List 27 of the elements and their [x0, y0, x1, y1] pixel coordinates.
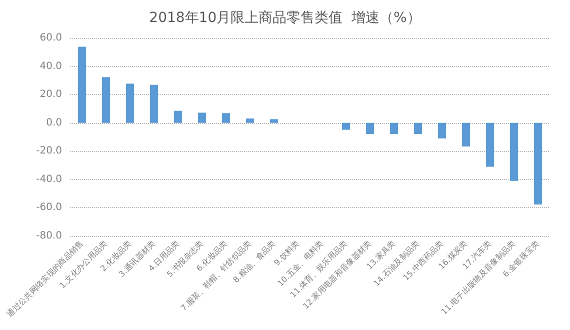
- y-tick-label: 40.0: [40, 60, 62, 72]
- y-tick-label: -20.0: [36, 146, 62, 157]
- y-tick-label: -80.0: [36, 230, 62, 242]
- bar: [342, 122, 350, 130]
- bar: [150, 84, 158, 123]
- bar: [366, 122, 374, 134]
- bar: [102, 77, 110, 123]
- bar: [462, 122, 470, 146]
- bar: [78, 46, 86, 123]
- bar: [534, 122, 542, 204]
- bar: [174, 110, 182, 123]
- y-tick-label: 0.0: [46, 117, 62, 128]
- bar: [390, 122, 398, 134]
- y-tick-label: 60.0: [40, 32, 62, 44]
- y-tick-label: 20.0: [40, 89, 62, 100]
- bar: [198, 112, 206, 123]
- bar: [414, 122, 422, 134]
- chart-title: 2018年10月限上商品零售类值 增速（%）: [149, 10, 421, 26]
- bar: [222, 113, 230, 123]
- bar: [438, 122, 446, 138]
- bar: [486, 122, 494, 167]
- bar: [246, 118, 254, 123]
- bar: [270, 119, 278, 123]
- bar: [126, 84, 134, 123]
- y-tick-label: -40.0: [36, 174, 62, 185]
- bar: [510, 122, 518, 181]
- y-tick-label: -60.0: [36, 202, 62, 214]
